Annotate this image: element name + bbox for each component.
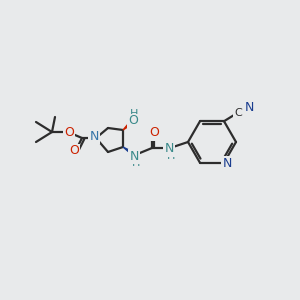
Text: N: N xyxy=(129,149,139,163)
Text: C: C xyxy=(234,108,242,118)
Text: H: H xyxy=(132,158,140,168)
Text: N: N xyxy=(164,142,174,155)
Text: H: H xyxy=(130,109,138,119)
Text: N: N xyxy=(244,101,254,114)
Text: H: H xyxy=(167,151,175,161)
Text: N: N xyxy=(89,130,99,142)
Text: O: O xyxy=(128,115,138,128)
Text: O: O xyxy=(64,125,74,139)
Text: N: N xyxy=(222,157,232,170)
Text: O: O xyxy=(149,127,159,140)
Polygon shape xyxy=(123,147,136,157)
Polygon shape xyxy=(123,121,133,130)
Text: O: O xyxy=(69,145,79,158)
